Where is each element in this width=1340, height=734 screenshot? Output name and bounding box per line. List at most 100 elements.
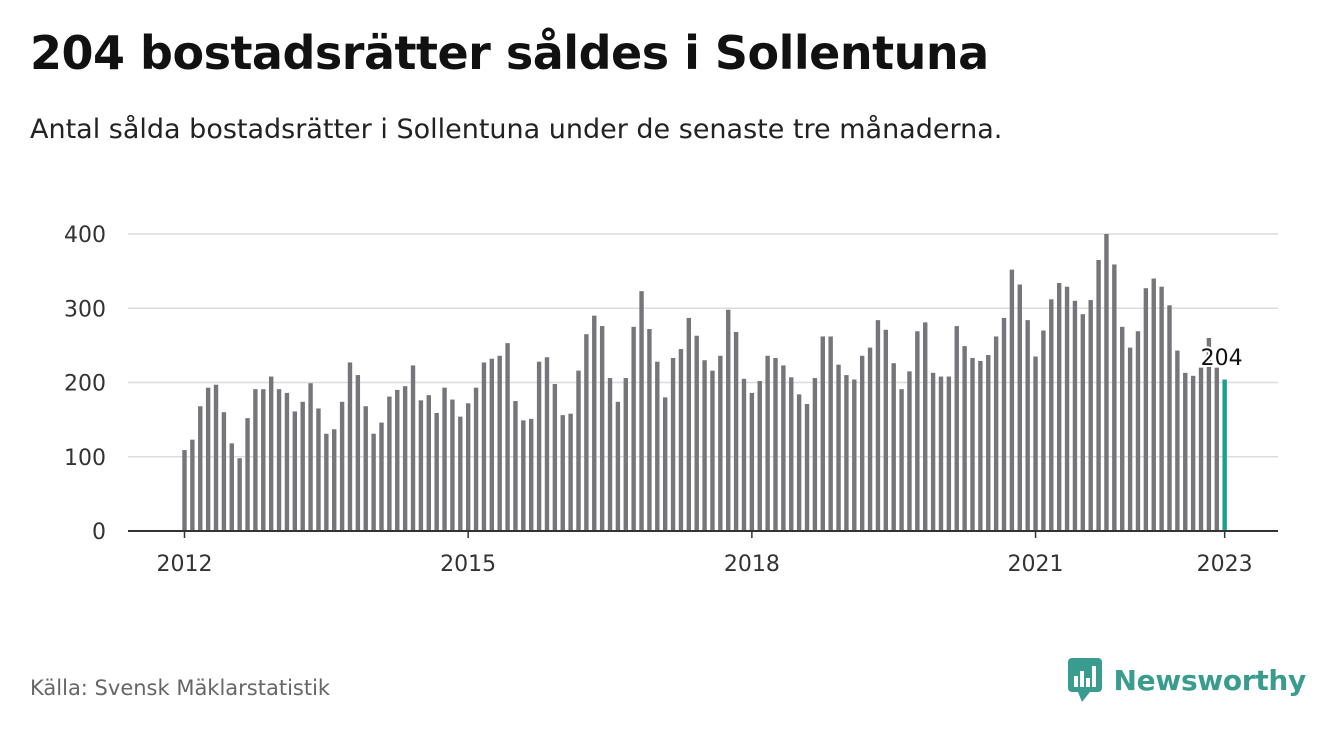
bar xyxy=(379,422,384,531)
y-axis: 0 100 200 300 400 xyxy=(64,223,106,545)
annotations: 204 xyxy=(1199,344,1245,373)
x-axis: 2012 2015 2018 2021 2023 xyxy=(128,530,1278,577)
bar xyxy=(655,361,660,531)
bar xyxy=(907,371,912,531)
bar xyxy=(867,347,873,531)
bar xyxy=(182,450,187,531)
bar xyxy=(615,401,621,531)
bar xyxy=(923,322,928,531)
bar xyxy=(789,377,794,531)
bars xyxy=(182,234,1227,531)
bar xyxy=(1104,234,1109,531)
bar xyxy=(875,320,881,531)
bar xyxy=(993,336,999,531)
bar xyxy=(938,376,944,531)
bar xyxy=(1025,320,1030,531)
bar xyxy=(694,335,699,531)
bar xyxy=(505,343,510,531)
bar xyxy=(237,458,242,531)
bar xyxy=(639,291,644,531)
bar xyxy=(726,309,731,531)
bar xyxy=(733,332,739,531)
bar xyxy=(899,389,904,531)
bar xyxy=(544,357,550,531)
bar-highlight xyxy=(1222,379,1227,531)
chart-subtitle: Antal sålda bostadsrätter i Sollentuna u… xyxy=(30,114,1003,145)
bar xyxy=(844,375,849,531)
bar-chart: 0 100 200 300 400 2012 2015 2018 2021 2023 204 xyxy=(64,223,1278,577)
bar xyxy=(229,443,234,531)
chart-title: 204 bostadsrätter såldes i Sollentuna xyxy=(30,26,989,80)
bar xyxy=(292,411,298,531)
bar xyxy=(1167,305,1172,531)
brand-name: Newsworthy xyxy=(1113,663,1307,697)
bar xyxy=(623,378,628,531)
bar xyxy=(536,361,542,531)
bar xyxy=(1112,264,1117,531)
bar xyxy=(678,349,684,531)
bar xyxy=(198,406,203,531)
bar xyxy=(607,378,613,531)
bar xyxy=(568,413,573,531)
bar xyxy=(576,370,581,531)
bar xyxy=(253,389,258,531)
bar xyxy=(946,376,952,531)
bar xyxy=(631,326,636,531)
bar xyxy=(820,336,825,531)
bar xyxy=(560,415,565,531)
bar xyxy=(387,396,392,531)
bar xyxy=(962,346,967,531)
bar xyxy=(757,381,762,531)
bar xyxy=(1080,314,1086,531)
bar xyxy=(347,362,353,531)
bar xyxy=(268,376,274,531)
bar xyxy=(954,326,959,531)
newsworthy-logo-icon xyxy=(1067,658,1102,702)
y-tick-label: 200 xyxy=(64,372,106,397)
bar xyxy=(710,370,715,531)
bar xyxy=(970,357,975,531)
bar xyxy=(355,375,361,531)
bar xyxy=(1088,300,1093,531)
bar xyxy=(702,360,707,531)
bar xyxy=(1127,347,1133,531)
bar xyxy=(1041,330,1046,531)
bar xyxy=(1017,284,1022,531)
bar xyxy=(1214,367,1219,531)
bar xyxy=(765,355,770,531)
bar xyxy=(395,389,400,531)
bar xyxy=(300,401,305,531)
bar xyxy=(245,418,250,531)
bar xyxy=(434,412,439,531)
source-note: Källa: Svensk Mäklarstatistik xyxy=(30,676,331,700)
bar xyxy=(221,412,227,531)
bar xyxy=(1001,317,1007,531)
bar xyxy=(1056,283,1062,531)
bar xyxy=(308,383,313,531)
bar xyxy=(749,392,755,531)
x-tick-label: 2018 xyxy=(724,552,780,577)
bar xyxy=(1096,259,1101,531)
bar xyxy=(261,389,266,531)
bar xyxy=(891,363,896,531)
bar xyxy=(450,399,455,531)
bar xyxy=(371,433,376,531)
bar xyxy=(205,387,211,531)
y-tick-label: 100 xyxy=(64,446,106,471)
bar xyxy=(513,401,518,531)
bar xyxy=(1175,350,1180,531)
bar xyxy=(324,433,329,531)
x-tick-label: 2015 xyxy=(440,552,496,577)
bar xyxy=(592,315,597,531)
bar xyxy=(599,326,605,531)
bar xyxy=(402,386,408,531)
bar xyxy=(521,420,526,531)
bar xyxy=(465,403,471,531)
bar xyxy=(410,365,416,531)
bar xyxy=(883,329,889,531)
bar xyxy=(1033,356,1038,531)
bar xyxy=(442,387,447,531)
bar xyxy=(828,336,833,531)
bar xyxy=(1049,299,1054,531)
x-tick-label: 2012 xyxy=(157,552,213,577)
